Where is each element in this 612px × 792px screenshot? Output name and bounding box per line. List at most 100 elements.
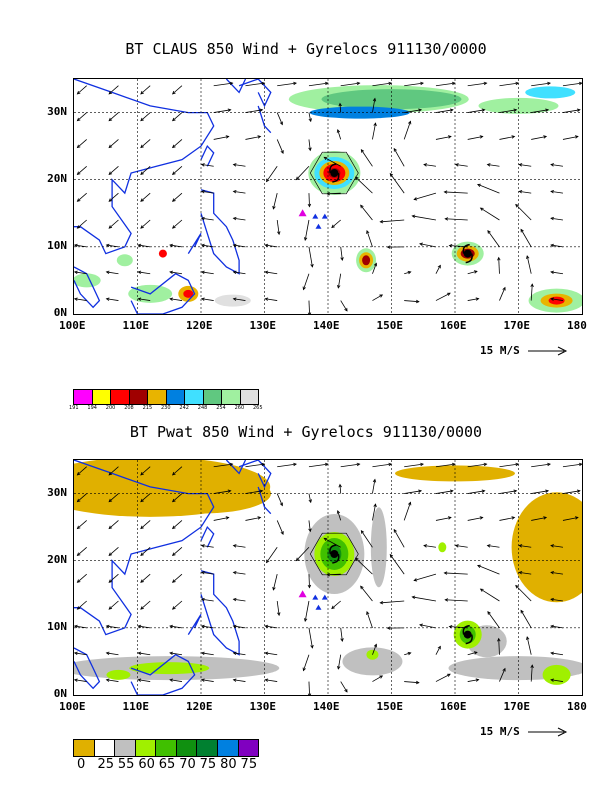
wind-vector (323, 537, 341, 548)
wind-vector (515, 203, 532, 221)
wind-vector (531, 462, 551, 468)
wind-vector (486, 163, 500, 167)
gyre-location-marker (312, 213, 319, 219)
wind-vector (499, 286, 506, 301)
cyclone-symbol (463, 630, 472, 639)
wind-vector (76, 192, 87, 202)
contour-region (438, 542, 447, 553)
contour-region (511, 492, 582, 603)
colorbar-label: 208 (124, 405, 134, 411)
colorbar-label: 242 (179, 405, 189, 411)
wind-vector (487, 230, 500, 248)
colorbar-label: 60 (138, 757, 155, 772)
colorbar-swatch (129, 390, 148, 404)
wind-vector (137, 624, 151, 629)
colorbar-swatch (74, 740, 95, 756)
wind-vector (76, 600, 87, 610)
contour-region (106, 669, 131, 680)
wind-vector (479, 207, 500, 221)
wind-vector (171, 165, 183, 176)
wind-vector (550, 678, 564, 682)
wind-vector (277, 462, 297, 468)
panel2-colorbar (73, 739, 259, 757)
wind-vector (276, 520, 284, 535)
wind-vector (530, 664, 534, 682)
wind-vector (200, 190, 214, 194)
wind-vector (393, 528, 405, 548)
wind-vector (518, 544, 532, 548)
colorbar-swatch (203, 390, 222, 404)
scale-label: 15 M/S (480, 344, 520, 357)
wind-vector (108, 85, 119, 95)
wind-vector (272, 574, 278, 591)
wind-vector (105, 270, 119, 275)
wind-vector (518, 163, 532, 167)
contour-region (366, 649, 379, 660)
wind-vector (404, 489, 423, 494)
wind-vector (499, 516, 516, 521)
wind-vector (171, 466, 183, 476)
contour-region (74, 273, 101, 288)
pwat-map-plot (74, 460, 582, 695)
colorbar-label: 230 (161, 405, 171, 411)
wind-vector (108, 466, 119, 476)
wind-vector (467, 81, 488, 87)
wind-vector (140, 85, 151, 95)
wind-vector (479, 588, 500, 602)
colorbar-label: 254 (216, 405, 226, 411)
contour-region (214, 294, 251, 307)
coastline (257, 105, 272, 134)
wind-vector (307, 574, 312, 589)
wind-vector (467, 108, 486, 113)
colorbar-label: 260 (234, 405, 245, 411)
wind-vector (354, 176, 373, 194)
coastline (187, 233, 202, 254)
contour-region (370, 507, 387, 588)
wind-vector (169, 270, 183, 275)
colorbar-swatch (176, 740, 198, 756)
scale-label: 15 M/S (480, 725, 520, 738)
x-tick-label: 130E (249, 319, 277, 332)
wind-vector (266, 547, 278, 564)
wind-vector (531, 489, 550, 494)
colorbar-label: 191 (69, 405, 79, 411)
wind-vector (200, 270, 214, 275)
wind-vector (276, 493, 283, 507)
wind-vector (232, 243, 246, 248)
coastline (130, 272, 196, 314)
contour-region (158, 249, 167, 258)
wind-vector (108, 573, 119, 583)
wind-vector (213, 81, 234, 87)
wind-vector (105, 624, 119, 629)
wind-vector (379, 600, 405, 605)
wind-vector (245, 81, 266, 87)
wind-vector (108, 139, 119, 149)
wind-vector (213, 462, 234, 468)
wind-vector (467, 678, 480, 682)
wind-vector (454, 544, 468, 548)
colorbar-swatch (92, 390, 111, 404)
wind-vector (245, 462, 266, 468)
wind-vector (499, 81, 520, 87)
wind-vector (435, 81, 456, 87)
x-tick-label: 140E (313, 700, 340, 713)
wind-vector (169, 297, 183, 301)
wind-vector (74, 651, 87, 656)
wind-vector (550, 651, 564, 656)
wind-vector (303, 600, 310, 623)
wind-vector (360, 585, 373, 602)
wind-vector (497, 256, 501, 274)
wind-vector (266, 166, 278, 183)
wind-vector (232, 678, 246, 682)
cyclone-symbol (329, 544, 340, 564)
wind-vector (307, 681, 312, 695)
wind-vector (200, 243, 214, 248)
wind-vector (264, 297, 278, 301)
wind-vector (200, 216, 214, 221)
wind-vector (477, 564, 500, 575)
wind-vector (340, 81, 361, 87)
wind-vector (108, 520, 119, 530)
wind-vector (295, 547, 310, 562)
panel1-title: BT CLAUS 850 Wind + Gyrelocs 911130/0000 (125, 40, 487, 58)
wind-vector (526, 255, 532, 274)
